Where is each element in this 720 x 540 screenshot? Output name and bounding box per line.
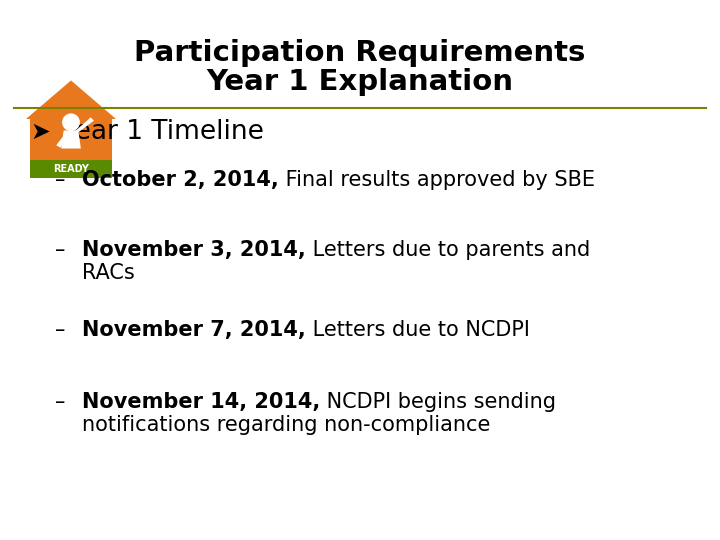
Text: –: – [55,320,66,340]
Text: November 7, 2014,: November 7, 2014, [82,320,306,340]
Text: November 3, 2014,: November 3, 2014, [82,240,306,260]
FancyBboxPatch shape [30,160,112,178]
Text: NCDPI begins sending: NCDPI begins sending [320,392,557,412]
Text: ➤: ➤ [30,120,50,144]
Text: RACs: RACs [82,263,135,284]
FancyBboxPatch shape [30,117,112,160]
Text: notifications regarding non-compliance: notifications regarding non-compliance [82,415,490,435]
Polygon shape [26,80,116,119]
Text: Participation Requirements: Participation Requirements [135,39,585,67]
Text: November 14, 2014,: November 14, 2014, [82,392,320,412]
Text: Year 1 Timeline: Year 1 Timeline [62,119,264,145]
Text: –: – [55,392,66,412]
Text: Year 1 Explanation: Year 1 Explanation [207,68,513,96]
Text: Letters due to parents and: Letters due to parents and [306,240,590,260]
Circle shape [63,114,79,131]
Polygon shape [76,117,94,133]
Polygon shape [56,134,67,148]
Text: –: – [55,170,66,190]
Text: Final results approved by SBE: Final results approved by SBE [279,170,595,190]
Text: –: – [55,240,66,260]
Text: READY: READY [53,164,89,174]
Text: Letters due to NCDPI: Letters due to NCDPI [306,320,530,340]
Text: October 2, 2014,: October 2, 2014, [82,170,279,190]
Polygon shape [61,131,81,149]
